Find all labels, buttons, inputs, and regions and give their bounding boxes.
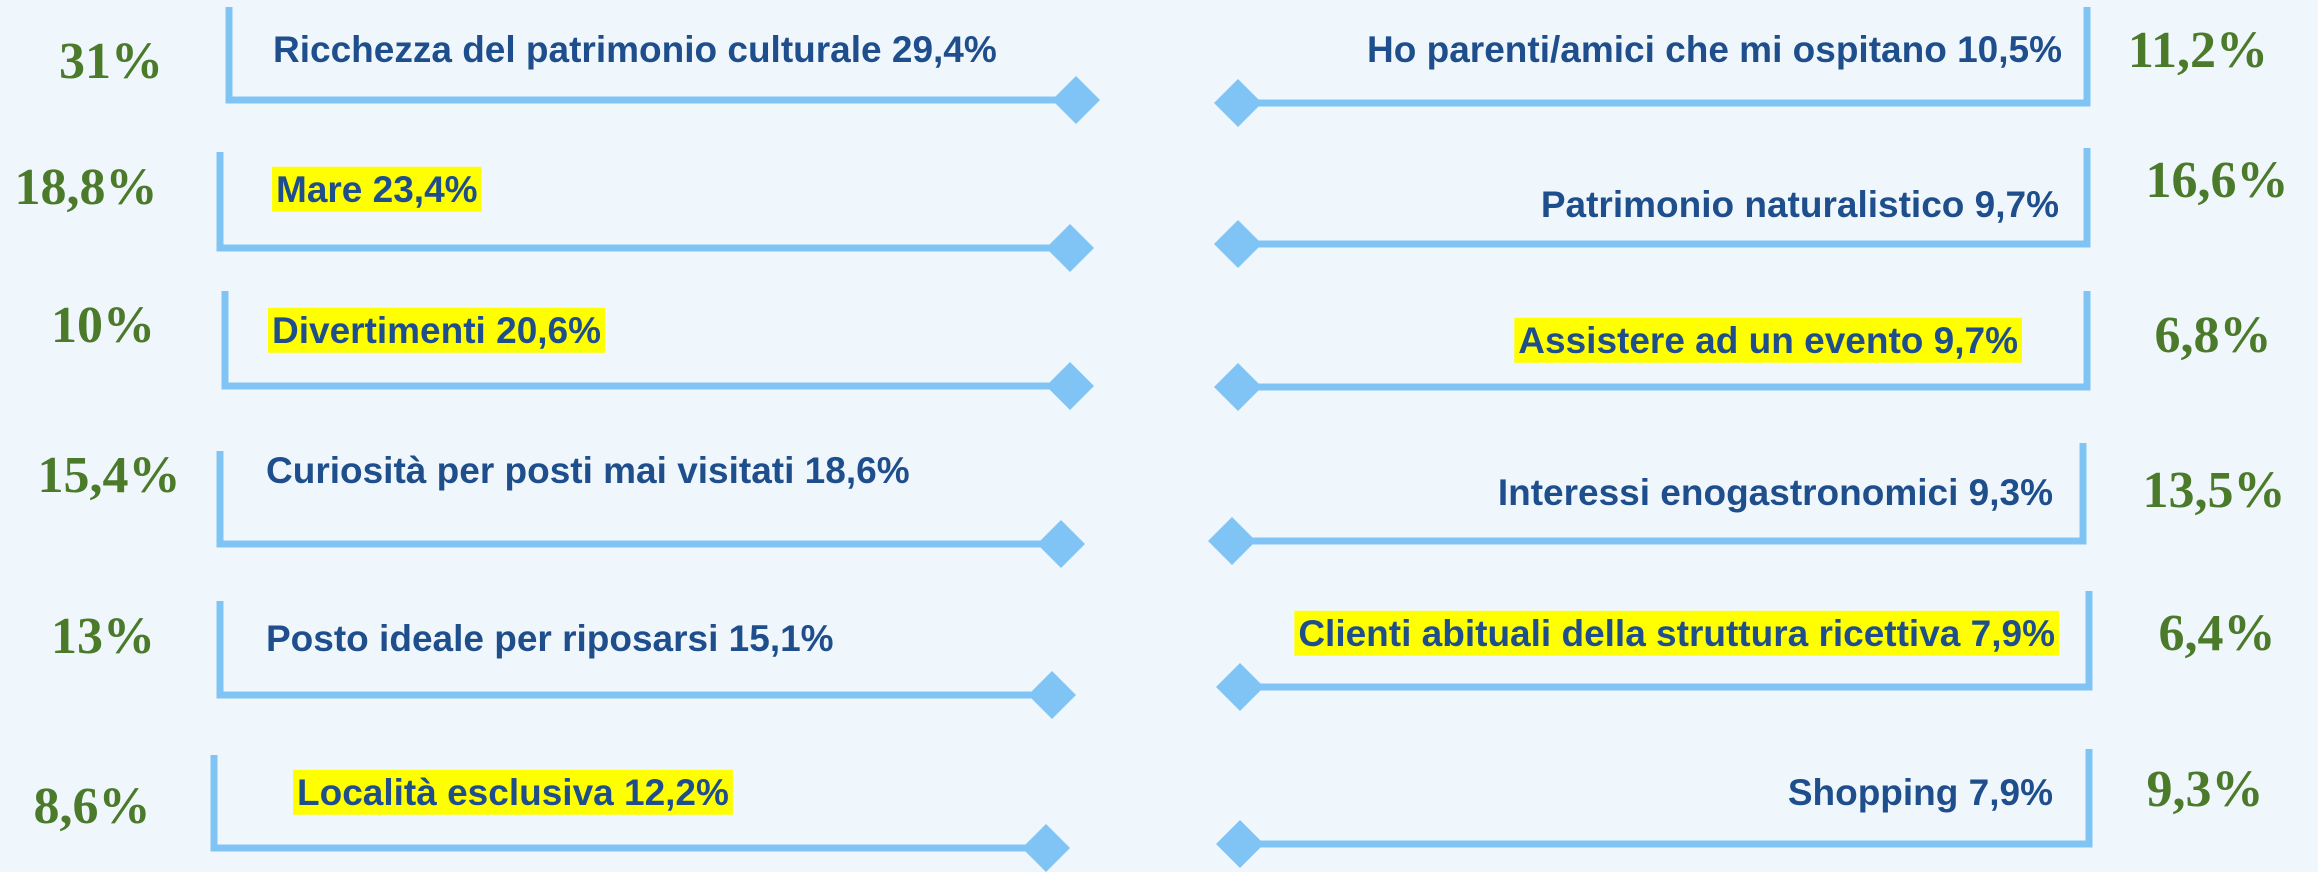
item-percent: 18,8% — [15, 159, 158, 216]
item-percent: 31% — [59, 33, 163, 90]
item-percent: 11,2% — [2128, 22, 2268, 79]
bracket — [221, 291, 1070, 390]
diamond — [1046, 362, 1094, 410]
item-label: Patrimonio naturalistico 9,7% — [1541, 184, 2059, 225]
highlight — [293, 769, 733, 815]
item-label: Interessi enogastronomici 9,3% — [1498, 472, 2053, 513]
item-percent: 6,4% — [2159, 605, 2276, 662]
diamond — [1028, 671, 1076, 719]
item-label: Ho parenti/amici che mi ospitano 10,5% — [1367, 29, 2062, 70]
item-label: Mare 23,4% — [276, 169, 478, 210]
item-percent: 8,6% — [34, 778, 151, 835]
diamond — [1216, 663, 1264, 711]
item-percent: 16,6% — [2146, 152, 2289, 209]
item-percent: 15,4% — [38, 447, 181, 504]
bracket — [1238, 148, 2091, 248]
bracket — [225, 7, 1076, 104]
left-item: Curiosità per posti mai visitati 18,6% 15… — [38, 447, 1085, 568]
right-item: Assistere ad un evento 9,7% 6,8% — [1214, 291, 2272, 411]
bracket — [210, 755, 1046, 852]
left-item: Mare 23,4% 18,8% — [15, 152, 1094, 272]
diamond — [1214, 79, 1262, 127]
item-percent: 10% — [51, 297, 155, 354]
bracket — [216, 451, 1061, 548]
bracket — [1240, 591, 2093, 691]
highlight — [1294, 610, 2059, 656]
item-label: Divertimenti 20,6% — [272, 310, 601, 351]
item-label: Shopping 7,9% — [1788, 772, 2053, 813]
right-item: Clienti abituali della struttura ricetti… — [1216, 591, 2276, 711]
highlight — [268, 307, 606, 353]
bracket — [216, 601, 1052, 699]
left-item: Ricchezza del patrimonio culturale 29,4%… — [59, 7, 1100, 124]
right-item: Patrimonio naturalistico 9,7% 16,6% — [1214, 148, 2289, 268]
diamond — [1216, 820, 1264, 868]
right-item: Ho parenti/amici che mi ospitano 10,5% 11… — [1214, 7, 2268, 127]
item-label: Curiosità per posti mai visitati 18,6% — [266, 450, 910, 491]
bracket — [216, 152, 1070, 252]
right-item: Shopping 7,9% 9,3% — [1216, 749, 2264, 868]
left-item: Località esclusiva 12,2% 8,6% — [34, 755, 1070, 872]
bracket — [1238, 7, 2091, 107]
item-percent: 9,3% — [2147, 761, 2264, 818]
diamond — [1037, 520, 1085, 568]
diamond — [1046, 224, 1094, 272]
diamond — [1208, 517, 1256, 565]
item-label: Clienti abituali della struttura ricetti… — [1298, 613, 2055, 654]
item-label: Località esclusiva 12,2% — [297, 772, 729, 813]
bracket — [1238, 291, 2091, 391]
left-item: Divertimenti 20,6% 10% — [51, 291, 1094, 410]
item-label: Assistere ad un evento 9,7% — [1518, 320, 2018, 361]
highlight — [272, 166, 482, 212]
item-label: Ricchezza del patrimonio culturale 29,4% — [273, 29, 997, 70]
item-percent: 13% — [51, 608, 155, 665]
bracket — [1240, 749, 2093, 848]
item-label: Posto ideale per riposarsi 15,1% — [266, 618, 834, 659]
item-percent: 6,8% — [2155, 307, 2272, 364]
highlight — [1514, 317, 2022, 363]
diamond — [1052, 76, 1100, 124]
diamond — [1214, 363, 1262, 411]
bracket — [1232, 443, 2087, 545]
item-percent: 13,5% — [2143, 462, 2286, 519]
diamond — [1022, 824, 1070, 872]
left-item: Posto ideale per riposarsi 15,1% 13% — [51, 601, 1076, 719]
diamond — [1214, 220, 1262, 268]
right-item: Interessi enogastronomici 9,3% 13,5% — [1208, 443, 2286, 565]
